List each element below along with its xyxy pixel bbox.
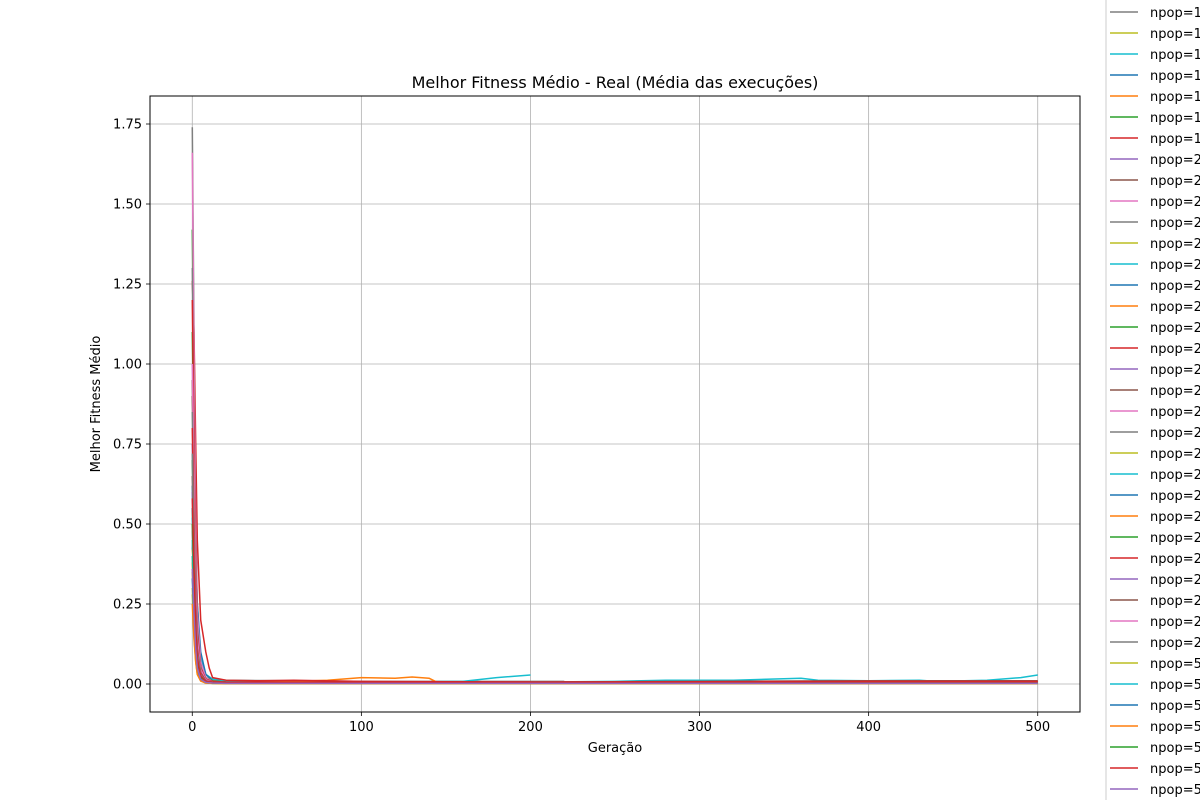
series-line-13 [191,485,1038,684]
series-line-24 [191,562,1038,685]
legend-entry-label: npop=2 [1150,552,1200,567]
series-line-28 [191,475,1038,684]
y-axis-ticks: 0.00 0.25 0.50 0.75 1.00 1.25 1.50 1.75 [113,118,150,693]
legend-entry-label: npop=5 [1150,678,1200,693]
series-line-14 [191,555,1038,685]
series-line-21 [191,587,1038,685]
legend-entry-label: npop=1 [1150,27,1200,42]
legend-entry-label: npop=1 [1150,90,1200,105]
grid [150,96,1080,712]
legend-entry-label: npop=2 [1150,279,1200,294]
legend-entry-label: npop=2 [1150,615,1200,630]
series-line-16 [191,299,1038,683]
series-line-30 [191,453,1038,684]
series-line-9 [191,152,1038,684]
legend-entry-label: npop=2 [1150,300,1200,315]
legend-entry-label: npop=1 [1150,6,1200,21]
legend-entry-label: npop=2 [1150,195,1200,210]
legend-entry-label: npop=2 [1150,258,1200,273]
y-tick-label: 1.25 [113,278,142,293]
legend-entry-label: npop=2 [1150,489,1200,504]
legend-entry-label: npop=2 [1150,384,1200,399]
legend-entry-label: npop=2 [1150,405,1200,420]
legend-entry-label: npop=5 [1150,783,1200,798]
series-line-17 [191,443,1038,684]
series-line-12 [191,517,1038,684]
legend-entry-label: npop=2 [1150,153,1200,168]
series-line-23 [191,507,1038,684]
series-line-25 [191,459,1038,684]
legend-entry-label: npop=2 [1150,573,1200,588]
legend-entry-label: npop=2 [1150,363,1200,378]
legend-entry-label: npop=2 [1150,636,1200,651]
series-line-36 [191,498,1038,684]
series-line-11 [191,571,1038,685]
legend-entry-label: npop=5 [1150,741,1200,756]
legend-entry-label: npop=2 [1150,321,1200,336]
legend-entry-label: npop=1 [1150,132,1200,147]
series-line-37 [191,568,1038,685]
legend-entry-label: npop=2 [1150,174,1200,189]
series-line-31 [191,594,1038,685]
x-tick-label: 400 [856,720,881,735]
y-tick-label: 0.00 [113,678,142,693]
legend-entry-label: npop=1 [1150,111,1200,126]
legend-entry-label: npop=2 [1150,237,1200,252]
y-tick-label: 0.75 [113,438,142,453]
y-axis-label: Melhor Fitness Médio [89,336,104,473]
series-line-32 [191,555,1038,685]
legend-entry-label: npop=2 [1150,531,1200,546]
legend-entry-label: npop=5 [1150,699,1200,714]
x-axis-ticks: 0 100 200 300 400 500 [188,712,1050,735]
legend-entry-label: npop=2 [1150,216,1200,231]
series-line-0 [191,127,565,683]
legend-entry-label: npop=2 [1150,447,1200,462]
series-line-19 [191,363,1038,684]
legend-entry-label: npop=2 [1150,468,1200,483]
y-tick-label: 0.50 [113,518,142,533]
series-line-15 [191,331,1038,684]
legend-entry-label: npop=5 [1150,657,1200,672]
x-tick-label: 100 [349,720,374,735]
legend-entry-label: npop=1 [1150,69,1200,84]
series-line-20 [191,411,1038,684]
legend-entry-label: npop=2 [1150,594,1200,609]
series-line-34 [191,603,1038,685]
series-line-26 [191,427,1038,684]
legend-entry-label: npop=2 [1150,342,1200,357]
legend-entry-label: npop=2 [1150,510,1200,525]
x-tick-label: 200 [518,720,543,735]
series-line-10 [191,267,1038,684]
y-tick-label: 1.75 [113,118,142,133]
legend-entry-label: npop=2 [1150,426,1200,441]
series-line-29 [191,523,1038,684]
series-line-7 [191,530,1038,684]
legend-entry-label: npop=5 [1150,762,1200,777]
series-line-18 [191,379,1038,684]
series-line-27 [191,491,1038,684]
chart-title: Melhor Fitness Médio - Real (Média das e… [412,73,819,92]
x-tick-label: 0 [188,720,196,735]
x-tick-label: 300 [687,720,712,735]
x-axis-label: Geração [588,741,642,756]
series-line-33 [191,578,1038,685]
series-line-8 [191,395,1038,684]
series-line-22 [191,539,1038,684]
plot-area-frame [149,95,1081,713]
legend-entry-label: npop=1 [1150,48,1200,63]
y-tick-label: 0.25 [113,598,142,613]
series-line-6 [191,280,531,683]
legend-entry-label: npop=5 [1150,720,1200,735]
series-lines [191,127,1038,685]
y-tick-label: 1.50 [113,198,142,213]
x-tick-label: 500 [1025,720,1050,735]
y-tick-label: 1.00 [113,358,142,373]
legend: npop=1 npop=1 npop=1 npop=1 npop=1 npop=1 npop… [1105,0,1200,800]
